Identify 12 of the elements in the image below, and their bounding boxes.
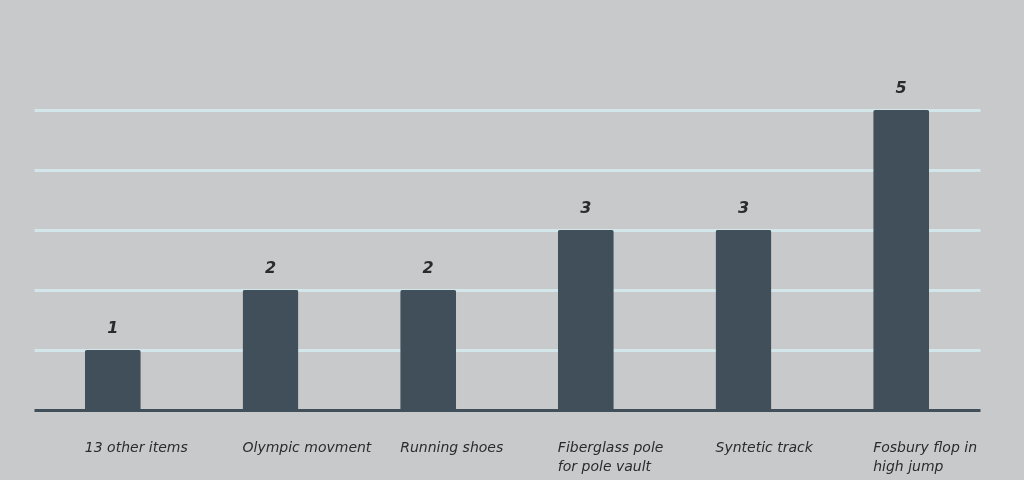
data-label: 3 xyxy=(737,198,750,217)
x-tick-label: Fiberglass pole for pole vault xyxy=(557,438,664,474)
data-label: 3 xyxy=(580,198,592,217)
data-label: 1 xyxy=(107,318,119,337)
data-label: 5 xyxy=(895,78,907,97)
x-tick-label: Syntetic track xyxy=(715,438,814,455)
x-tick-label: 13 other items xyxy=(84,438,188,455)
data-label: 2 xyxy=(422,258,434,277)
x-tick-label: Running shoes xyxy=(400,438,504,455)
x-tick-label: Fosbury flop in high jump xyxy=(873,438,978,474)
data-label: 2 xyxy=(264,258,277,277)
x-tick-label: Olympic movment xyxy=(242,438,372,455)
